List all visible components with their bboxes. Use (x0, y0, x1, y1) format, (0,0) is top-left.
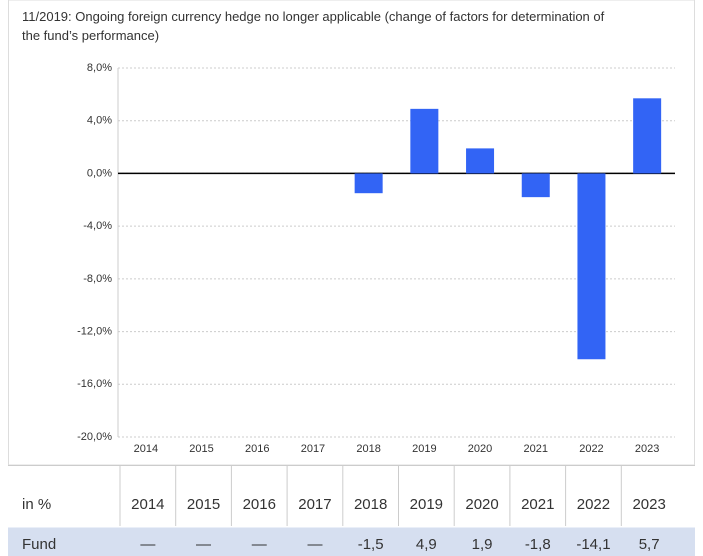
x-tick-label: 2020 (468, 443, 492, 455)
y-tick-label: -4,0% (83, 220, 112, 232)
bar (521, 173, 550, 198)
x-tick-label: 2015 (189, 443, 213, 455)
row-label: Fund (22, 536, 56, 553)
table-value: 1,9 (472, 536, 493, 553)
y-tick-label: -16,0% (77, 378, 112, 390)
table-col-header: 2023 (632, 496, 665, 513)
table-value: -1,8 (525, 536, 551, 553)
table-value: -1,5 (358, 536, 384, 553)
table-col-header: 2018 (354, 496, 387, 513)
table-header: in % (22, 496, 51, 513)
bar (633, 98, 662, 174)
table-value: 4,9 (416, 536, 437, 553)
table-row-bg (8, 527, 695, 556)
x-tick-label: 2014 (134, 443, 158, 455)
table-value: -14,1 (576, 536, 610, 553)
table-col-header: 2015 (187, 496, 220, 513)
table-col-header: 2014 (131, 496, 164, 513)
table-col-header: 2020 (465, 496, 498, 513)
table-col-header: 2016 (243, 496, 276, 513)
y-tick-label: -12,0% (77, 325, 112, 337)
subtitle-line: the fund’s performance) (22, 28, 159, 43)
x-tick-label: 2018 (356, 443, 380, 455)
table-value: — (196, 536, 211, 553)
chart-subtitle: 11/2019: Ongoing foreign currency hedge … (22, 9, 605, 43)
x-tick-label: 2023 (635, 443, 659, 455)
table-col-header: 2017 (298, 496, 331, 513)
table-value: — (252, 536, 267, 553)
bar (577, 173, 606, 360)
x-tick-label: 2016 (245, 443, 269, 455)
x-tick-label: 2022 (579, 443, 603, 455)
table-value: 5,7 (639, 536, 660, 553)
bar (410, 108, 439, 174)
table-col-header: 2021 (521, 496, 554, 513)
y-tick-label: 4,0% (87, 115, 112, 127)
bar (354, 173, 383, 194)
table-col-header: 2019 (410, 496, 443, 513)
y-tick-label: -8,0% (83, 273, 112, 285)
subtitle-line: 11/2019: Ongoing foreign currency hedge … (22, 9, 605, 24)
y-tick-label: 8,0% (87, 62, 112, 74)
x-tick-label: 2019 (412, 443, 436, 455)
x-tick-label: 2021 (524, 443, 548, 455)
table-col-header: 2022 (577, 496, 610, 513)
table-value: — (307, 536, 322, 553)
bar (466, 148, 495, 174)
y-tick-label: -20,0% (77, 431, 112, 443)
x-tick-label: 2017 (301, 443, 325, 455)
y-tick-label: 0,0% (87, 167, 112, 179)
table-value: — (140, 536, 155, 553)
